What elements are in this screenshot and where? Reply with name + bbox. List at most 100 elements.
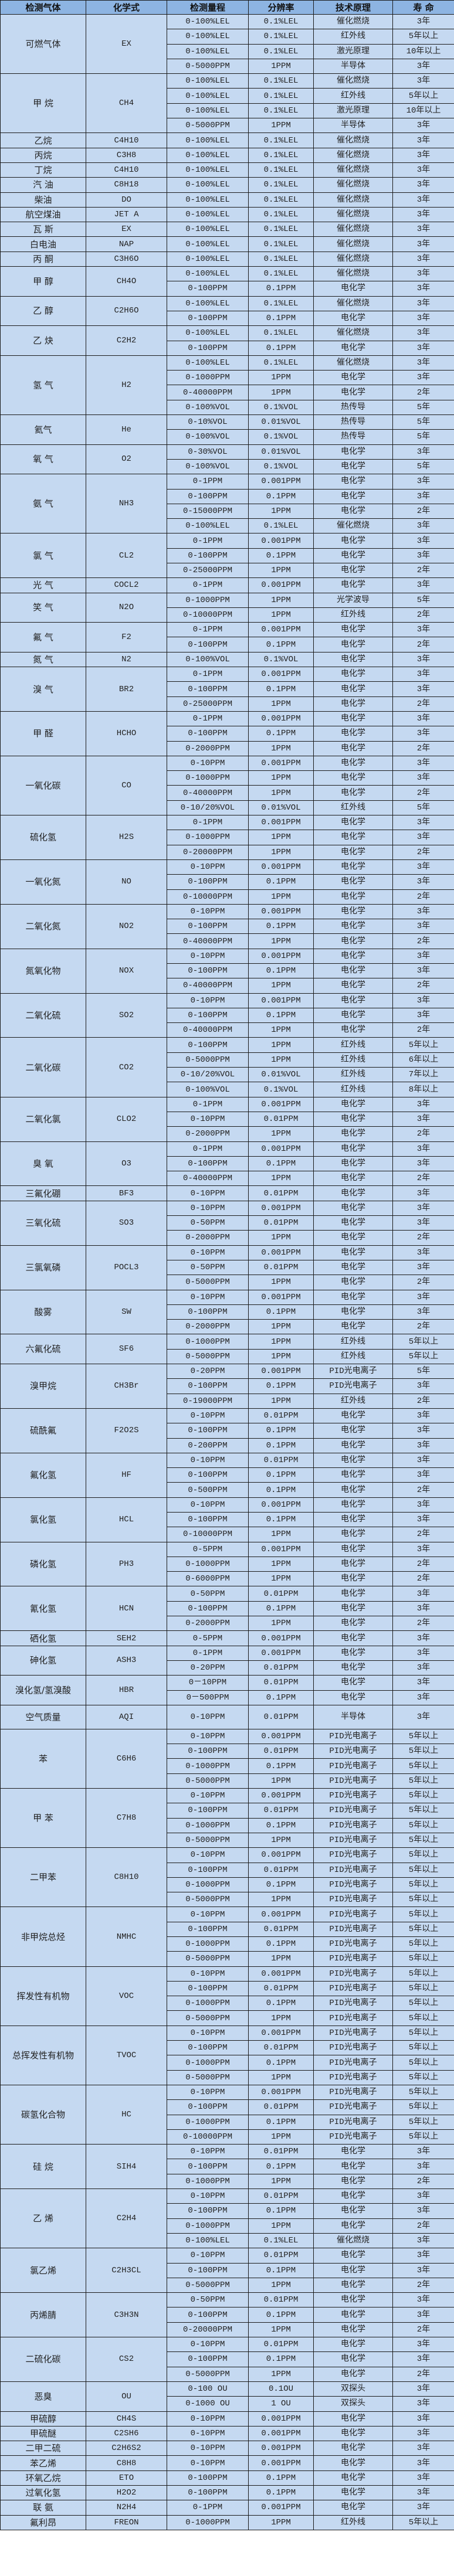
gas-name-cell: 乙 烯 (0, 2188, 86, 2249)
range-cell: 0-100PPM (167, 1378, 249, 1394)
range-cell: 0-1000PPM (167, 1996, 249, 2011)
lifespan-cell: 5年以上 (392, 1951, 454, 1967)
range-cell: 0-100PPM (167, 963, 249, 979)
lifespan-cell: 2年 (392, 785, 454, 801)
principle-cell: 电化学 (313, 2485, 393, 2501)
formula-cell: HCN (86, 1586, 167, 1632)
lifespan-cell: 5年以上 (392, 2055, 454, 2071)
table-row: 0-100PPM 0.1PPM 电化学 3年 (1, 488, 454, 504)
principle-cell: 红外线 (313, 2514, 393, 2530)
lifespan-cell: 3年 (392, 948, 454, 964)
lifespan-cell: 3年 (392, 2188, 454, 2204)
formula-cell: C8H18 (86, 177, 167, 193)
range-cell: 0-40000PPM (167, 785, 249, 801)
resolution-cell: 0.01PPM (248, 1862, 314, 1878)
range-cell: 0-100%LEL (167, 251, 249, 267)
resolution-cell: 0.1PPM (248, 1156, 314, 1172)
table-row: 恶臭 OU 0-100 OU 0.1OU 双探头 3年 (0, 2381, 454, 2412)
principle-cell: 催化燃烧 (313, 13, 393, 30)
lifespan-cell: 3年 (392, 903, 454, 920)
formula-cell: HBR (86, 1675, 167, 1705)
gas-name-cell: 一氧化碳 (0, 755, 86, 816)
principle-cell: 电化学 (313, 696, 393, 712)
table-row: 0-5000PPM 1PPM 半导体 3年 (1, 118, 454, 134)
principle-cell: 电化学 (313, 1527, 393, 1542)
resolution-cell: 0.001PPM (248, 993, 314, 1008)
resolution-cell: 0.1%LEL (248, 295, 314, 311)
lifespan-cell: 2年 (392, 1482, 454, 1498)
table-row: 0-2000PPM 1PPM 电化学 2年 (1, 1230, 454, 1246)
formula-cell: CH4S (86, 2411, 167, 2427)
lifespan-cell: 3年 (392, 2485, 454, 2501)
principle-cell: 电化学 (313, 548, 393, 563)
range-cell: 0-10/20%VOL (167, 800, 249, 816)
lifespan-cell: 2年 (392, 1275, 454, 1290)
range-cell: 0-10PPM (167, 1452, 249, 1469)
principle-cell: 电化学 (313, 385, 393, 400)
range-cell: 0-10PPM (167, 1728, 249, 1745)
principle-cell: 电化学 (313, 1111, 393, 1127)
resolution-cell: 1PPM (248, 785, 314, 801)
range-cell: 0-25000PPM (167, 696, 249, 712)
resolution-cell: 0.001PPM (248, 1966, 314, 1982)
gas-name-cell: 氯乙烯 (0, 2248, 86, 2293)
resolution-cell: 1PPM (248, 592, 314, 608)
formula-cell: O2 (86, 444, 167, 475)
table-row: 联 氨 N2H4 0-1PPM 0.001PPM 电化学 3年 (0, 2500, 454, 2516)
range-cell: 0-10PPM (167, 1185, 249, 1201)
range-cell: 0-1000PPM (167, 1556, 249, 1572)
lifespan-cell: 3年 (392, 755, 454, 772)
formula-cell: SO3 (86, 1200, 167, 1246)
header-row: 检测气体 化学式 检测量程 分辨率 技术原理 寿 命 (0, 0, 454, 15)
principle-cell: 电化学 (313, 1690, 393, 1705)
resolution-cell: 0.01PPM (248, 1660, 314, 1676)
lifespan-cell: 5年以上 (392, 2069, 454, 2085)
lifespan-cell: 3年 (392, 830, 454, 845)
resolution-cell: 0.1PPM (248, 1996, 314, 2011)
principle-cell: 电化学 (313, 2351, 393, 2367)
principle-cell: 电化学 (313, 444, 393, 460)
table-row: 氰化氢 HCN 0-50PPM 0.01PPM 电化学 3年 (0, 1586, 454, 1632)
lifespan-cell: 3年 (392, 266, 454, 282)
range-cell: 0-1000PPM (167, 830, 249, 845)
principle-cell: PID光电离子 (313, 2099, 393, 2115)
range-cell: 0-1PPM (167, 1096, 249, 1112)
resolution-cell: 1PPM (248, 1773, 314, 1789)
principle-cell: 电化学 (313, 1645, 393, 1661)
resolution-cell: 0.1PPM (248, 1817, 314, 1833)
resolution-cell: 1PPM (248, 770, 314, 786)
lifespan-cell: 2年 (392, 1319, 454, 1335)
table-row: 0-20000PPM 1PPM 电化学 2年 (1, 844, 454, 860)
formula-cell: SIH4 (86, 2144, 167, 2190)
resolution-cell: 0.1PPM (248, 1378, 314, 1394)
gas-name-cell: 汽 油 (0, 177, 86, 193)
resolution-cell: 1PPM (248, 2129, 314, 2145)
resolution-cell: 0.1%LEL (248, 73, 314, 89)
lifespan-cell: 3年 (392, 2292, 454, 2308)
table-row: 0-1000PPM 0.1PPM PID光电离子 5年以上 (1, 2055, 454, 2071)
table-row: 0-50PPM 0.01PPM 电化学 3年 (1, 1259, 454, 1276)
gas-name-cell: 柴油 (0, 192, 86, 208)
table-row: 0-100PPM 0.1PPM 电化学 3年 (1, 726, 454, 742)
header-range: 检测量程 (167, 0, 249, 15)
range-cell: 0-1PPM (167, 2500, 249, 2516)
lifespan-cell: 3年 (392, 192, 454, 208)
table-row: 0-5000PPM 1PPM 电化学 2年 (1, 2277, 454, 2293)
principle-cell: PID光电离子 (313, 1832, 393, 1848)
resolution-cell: 0.1PPM (248, 919, 314, 934)
range-cell: 0-100PPM (167, 637, 249, 653)
table-row: 氟化氢 HF 0-10PPM 0.01PPM 电化学 3年 (0, 1452, 454, 1498)
formula-cell: H2 (86, 355, 167, 416)
principle-cell: 电化学 (313, 1497, 393, 1513)
resolution-cell: 1PPM (248, 2277, 314, 2293)
resolution-cell: 0.001PPM (248, 948, 314, 964)
lifespan-cell: 5年以上 (392, 1877, 454, 1893)
range-cell: 0-5000PPM (167, 2366, 249, 2382)
lifespan-cell: 3年 (392, 1200, 454, 1216)
lifespan-cell: 5年以上 (392, 1906, 454, 1922)
formula-cell: NOX (86, 948, 167, 994)
table-row: 0-2000PPM 1PPM 电化学 2年 (1, 1126, 454, 1142)
lifespan-cell: 5年以上 (392, 1803, 454, 1819)
resolution-cell: 1PPM (248, 844, 314, 860)
principle-cell: 电化学 (313, 1275, 393, 1290)
